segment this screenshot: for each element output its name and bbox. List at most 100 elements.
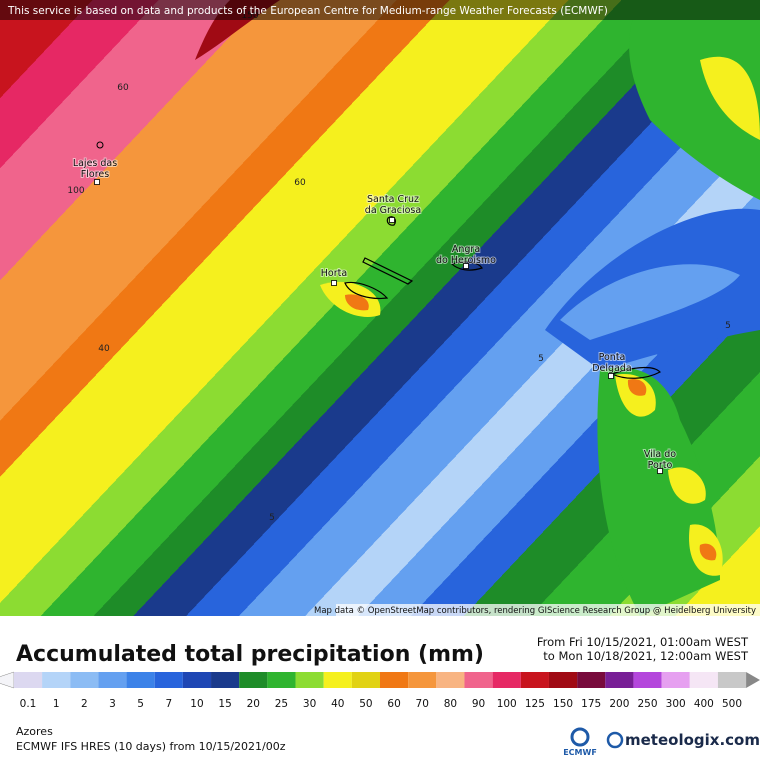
legend-label: 125 xyxy=(525,698,545,710)
legend-swatch xyxy=(323,672,352,688)
legend-label: 20 xyxy=(247,698,260,710)
contour-label: 60 xyxy=(294,178,306,188)
legend-swatch xyxy=(633,672,662,688)
place-label: Santa Cruz xyxy=(367,194,419,205)
legend-swatch xyxy=(492,672,521,688)
place-marker xyxy=(657,468,663,474)
banner: This service is based on data and produc… xyxy=(7,5,608,17)
legend-swatch xyxy=(13,672,43,688)
legend-swatch xyxy=(520,672,549,688)
banner-bg xyxy=(0,0,760,20)
contour-label: 5 xyxy=(725,321,731,331)
legend-swatch xyxy=(380,672,409,688)
legend-label: 300 xyxy=(666,698,686,710)
legend-label: 60 xyxy=(387,698,400,710)
legend-label: 1 xyxy=(53,698,60,710)
legend-label: 2 xyxy=(81,698,88,710)
legend-label: 7 xyxy=(165,698,172,710)
legend-swatch xyxy=(577,672,606,688)
place-label: da Graciosa xyxy=(365,205,421,216)
period-to: to Mon 10/18/2021, 12:00am WEST xyxy=(543,649,749,663)
legend-swatch xyxy=(239,672,268,688)
legend-swatch xyxy=(605,672,634,688)
footer: Accumulated total precipitation (mm) Fro… xyxy=(0,635,760,757)
island xyxy=(344,281,389,300)
place-label: Horta xyxy=(321,268,347,279)
precip-area xyxy=(560,264,740,340)
legend-swatch xyxy=(717,672,747,688)
island xyxy=(450,261,483,271)
legend-swatch xyxy=(548,672,578,688)
legend-swatch xyxy=(436,672,465,688)
legend-label: 175 xyxy=(581,698,601,710)
place-marker xyxy=(389,217,395,223)
legend-label: 3 xyxy=(109,698,116,710)
precip-area xyxy=(629,0,760,200)
site-logo-mark[interactable] xyxy=(606,731,624,749)
legend-label: 10 xyxy=(190,698,203,710)
attribution-bg xyxy=(336,604,760,616)
legend-swatch xyxy=(351,672,380,688)
legend-swatch xyxy=(70,672,99,688)
legend-label: 90 xyxy=(472,698,485,710)
place-marker xyxy=(331,280,337,286)
legend-label: 500 xyxy=(722,698,742,710)
place-label: Porto xyxy=(648,460,673,471)
legend-label: 400 xyxy=(694,698,714,710)
contour-label: 5 xyxy=(538,354,544,364)
ecmwf-logo: ECMWF xyxy=(563,748,597,757)
legend-swatch xyxy=(267,672,296,688)
legend-swatch xyxy=(98,672,127,688)
legend-arrow-left xyxy=(0,671,15,689)
place-label: Delgada xyxy=(592,363,632,374)
place-label: Ponta xyxy=(599,352,626,363)
precip-area xyxy=(597,367,720,616)
legend-label: 15 xyxy=(218,698,231,710)
legend-swatch xyxy=(182,672,212,688)
legend-label: 250 xyxy=(637,698,657,710)
island xyxy=(386,216,397,226)
legend-label: 5 xyxy=(137,698,144,710)
legend-swatch xyxy=(464,672,493,688)
contour-label: 100 xyxy=(67,186,84,196)
place-marker xyxy=(463,263,469,269)
legend-swatch xyxy=(689,672,718,688)
legend: 0.1 1 2 3 5 7 10 15 20 25 30 40 50 60 70 80 90 100 125 150 1… xyxy=(0,671,760,710)
precip-area xyxy=(700,56,760,140)
legend-label: 25 xyxy=(275,698,288,710)
place-label: Angra xyxy=(452,244,480,255)
legend-swatch xyxy=(42,672,71,688)
legend-label: 50 xyxy=(359,698,372,710)
precip-area xyxy=(668,467,706,504)
contour-label: 40 xyxy=(98,344,110,354)
ecmwf-logo-mark xyxy=(570,727,590,747)
island xyxy=(96,141,104,149)
region: Azores xyxy=(16,725,53,738)
legend-swatch xyxy=(408,672,437,688)
precip-area xyxy=(627,379,647,396)
precip-area xyxy=(345,294,369,311)
island xyxy=(362,257,414,285)
legend-swatch xyxy=(661,672,690,688)
title: Accumulated total precipitation (mm) xyxy=(16,642,484,667)
legend-label: 80 xyxy=(444,698,457,710)
place-label: Flores xyxy=(81,169,109,180)
legend-swatch xyxy=(211,672,240,688)
place-label: Lajes das xyxy=(73,158,117,169)
legend-arrow-right xyxy=(746,672,760,688)
place-marker xyxy=(94,179,100,185)
model-run: ECMWF IFS HRES (10 days) from 10/15/2021… xyxy=(16,740,286,753)
precip-area xyxy=(699,543,717,561)
contour-label: 60 xyxy=(117,83,129,93)
attribution: Map data © OpenStreetMap contributors, r… xyxy=(314,606,756,616)
place-label: Vila do xyxy=(644,449,676,460)
island xyxy=(610,366,661,379)
contour-label: 5 xyxy=(269,513,275,523)
legend-label: 150 xyxy=(553,698,573,710)
legend-swatch xyxy=(295,672,324,688)
period-from: From Fri 10/15/2021, 01:00am WEST xyxy=(537,635,749,649)
site-logo[interactable]: meteologix.com xyxy=(625,731,760,749)
precip-area xyxy=(615,374,656,417)
legend-label: 200 xyxy=(609,698,629,710)
